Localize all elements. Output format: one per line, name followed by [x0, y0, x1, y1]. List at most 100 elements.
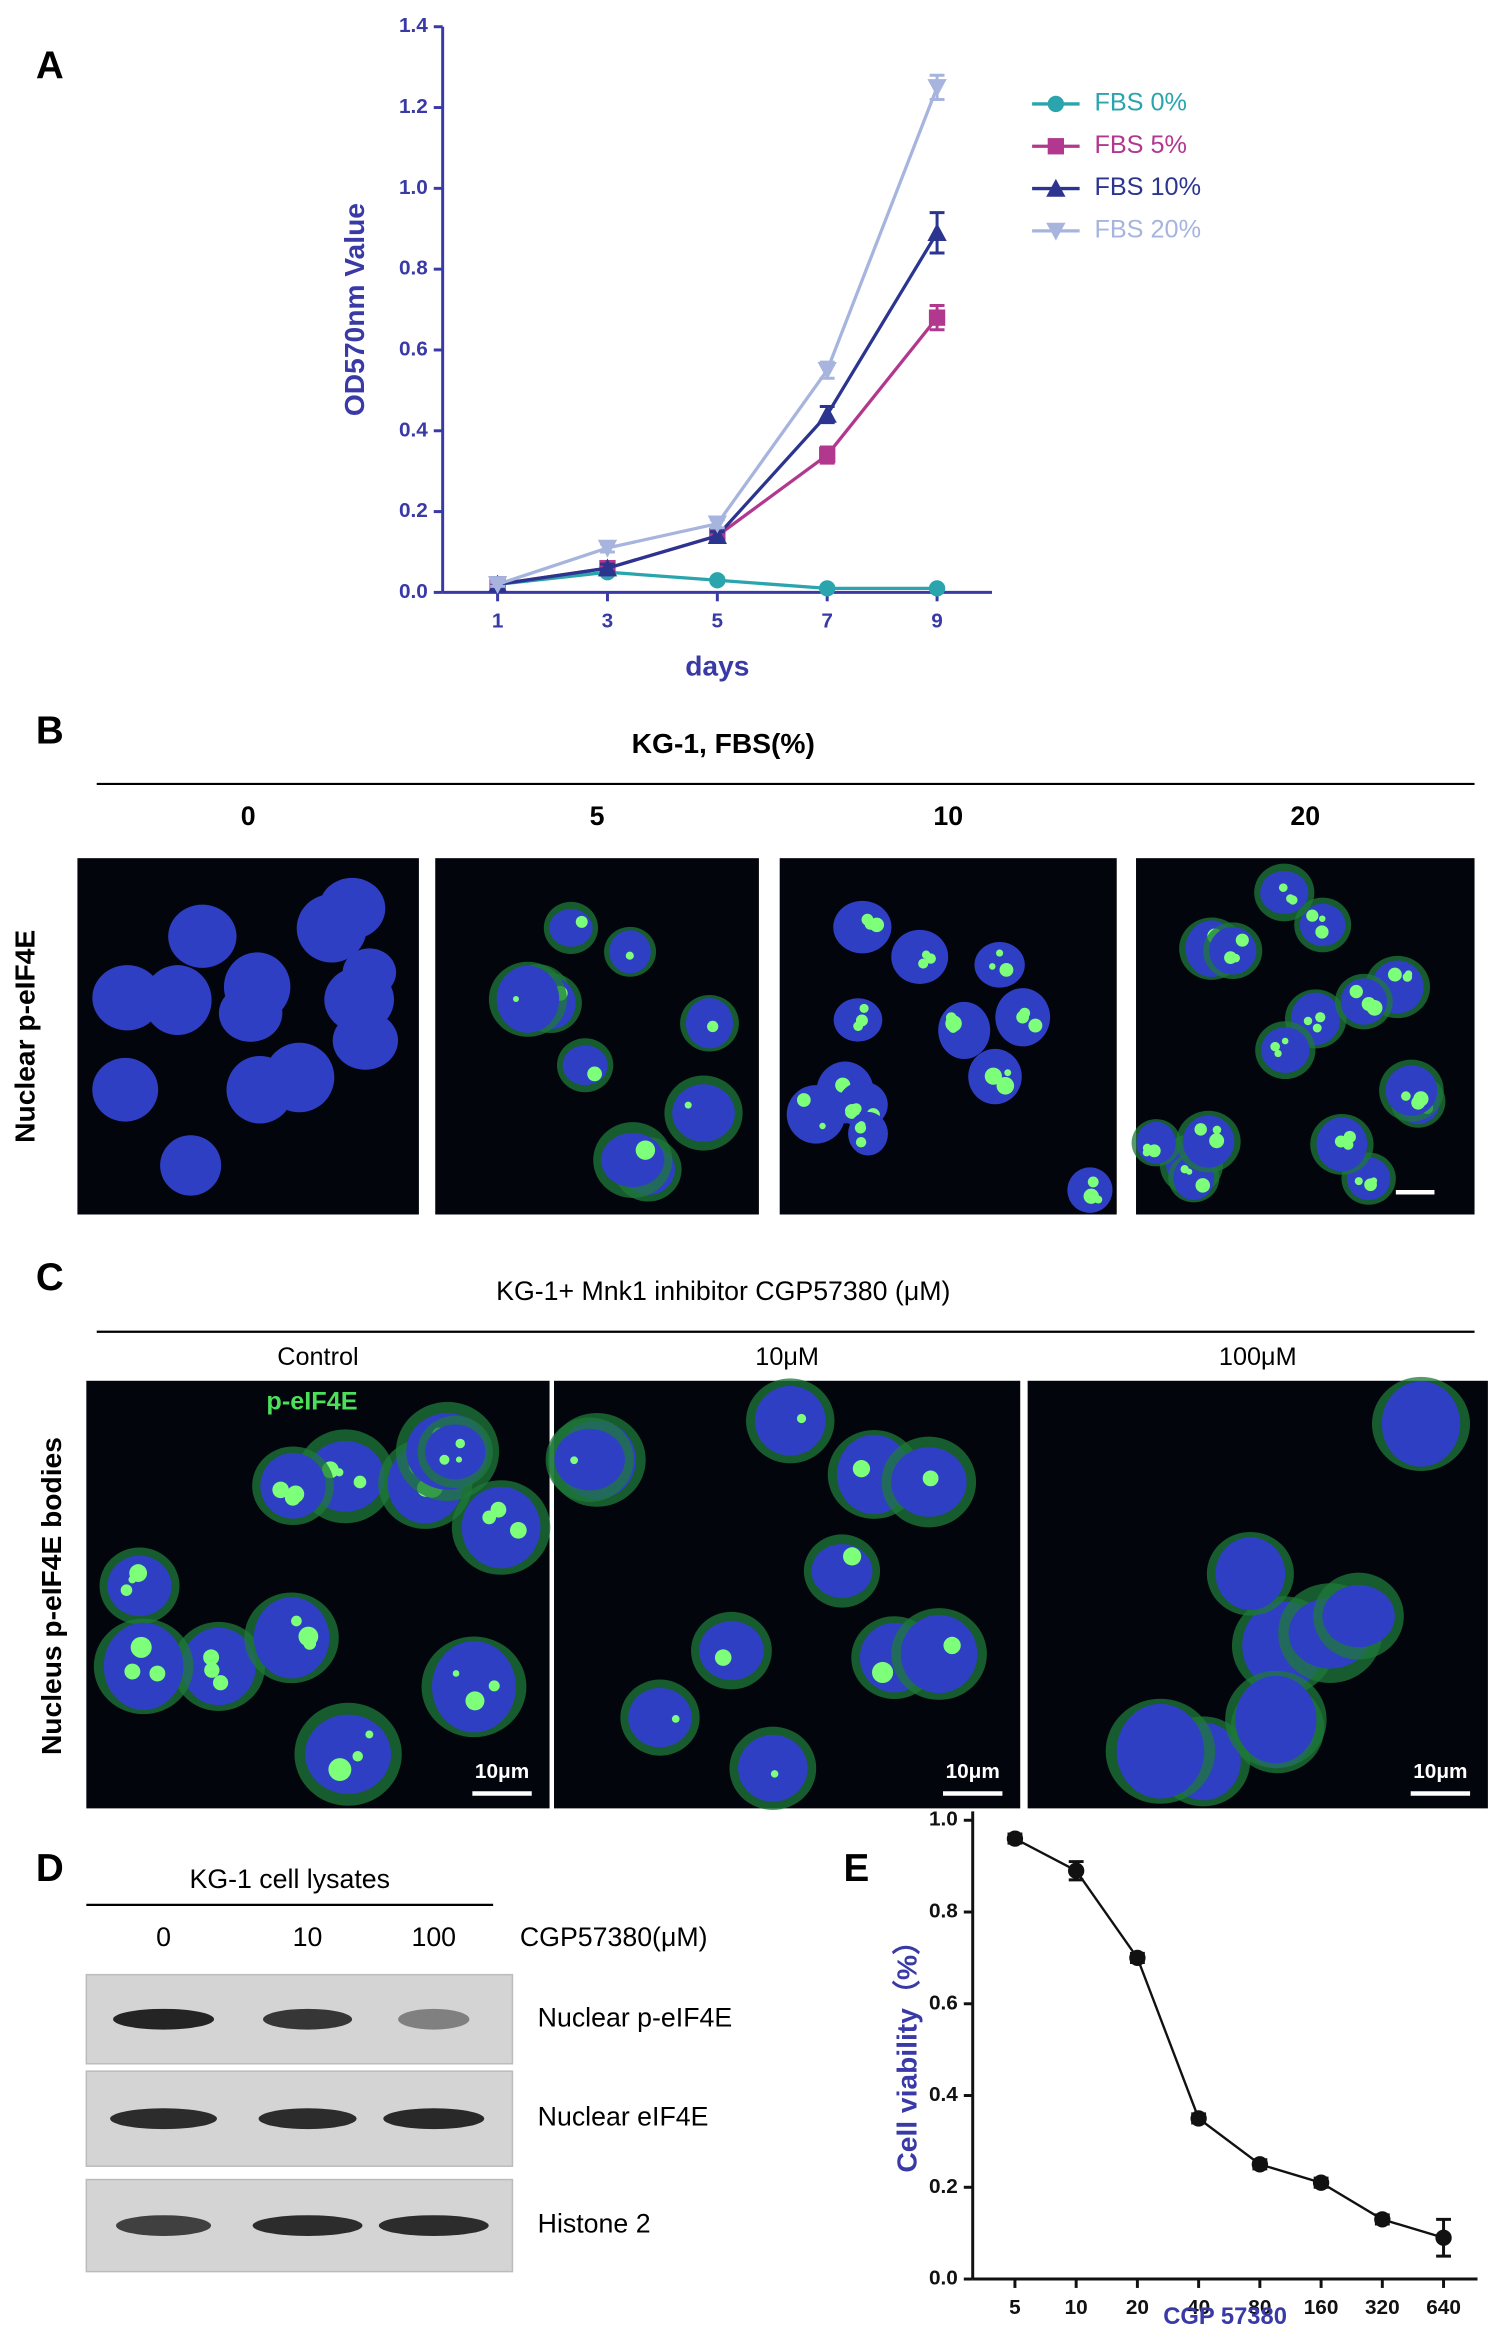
nuclear-body	[1212, 1125, 1222, 1135]
cell-nucleus	[92, 1057, 159, 1122]
nuclear-body	[570, 1456, 579, 1465]
data-point	[597, 539, 618, 558]
nuclear-body	[844, 1103, 860, 1119]
y-tick-label: 1.2	[399, 95, 428, 118]
blot-band	[258, 2108, 357, 2130]
y-tick-label: 0.0	[399, 580, 428, 603]
y-tick-label: 0.8	[929, 1899, 958, 1922]
data-point	[819, 580, 836, 597]
cell-nucleus	[425, 1424, 486, 1480]
legend-marker	[1047, 138, 1065, 155]
x-tick-label: 640	[1426, 2296, 1461, 2319]
scale-bar-label: 10μm	[1413, 1760, 1467, 1783]
nuclear-body	[1404, 970, 1413, 978]
cell-nucleus	[305, 1714, 392, 1794]
cell-nucleus	[900, 1615, 978, 1694]
legend-label: FBS 5%	[1094, 131, 1187, 159]
cell-nucleus	[107, 1555, 172, 1617]
cell-nucleus	[554, 1428, 625, 1491]
cell-nucleus	[1322, 1585, 1395, 1648]
cell-nucleus	[938, 1001, 991, 1060]
nuclear-body	[575, 915, 588, 928]
x-axis-label: days	[685, 650, 749, 682]
nuclear-body	[291, 1615, 302, 1627]
nuclear-body	[1361, 996, 1376, 1012]
nuclear-body	[707, 1020, 719, 1033]
series-line	[497, 86, 939, 586]
data-point	[597, 558, 618, 577]
nuclear-body	[853, 1021, 864, 1032]
nuclear-body	[796, 1413, 807, 1424]
data-point	[927, 79, 947, 97]
panel-title: KG-1+ Mnk1 inhibitor CGP57380 (μM)	[496, 1276, 950, 1306]
data-point	[1312, 2174, 1330, 2191]
nuclear-body	[1195, 1178, 1211, 1193]
blot-band	[263, 2008, 353, 2030]
nuclear-body	[921, 950, 931, 959]
cell-nucleus	[103, 1622, 184, 1710]
nuclear-body	[455, 1456, 463, 1463]
nuclear-body	[855, 1136, 867, 1148]
nuclear-body	[452, 1670, 460, 1677]
blot-band	[378, 2215, 489, 2236]
series-line	[1014, 1837, 1444, 2239]
cell-nucleus	[672, 1084, 735, 1142]
nuclear-body	[455, 1438, 466, 1449]
nuclear-body	[1349, 984, 1363, 999]
cell-nucleus	[974, 942, 1025, 988]
panel-label: C	[36, 1256, 64, 1299]
nuclear-body	[1147, 1144, 1161, 1158]
cell-nucleus	[332, 1011, 399, 1070]
nuclear-body	[1274, 1049, 1282, 1058]
x-tick-label: 1	[492, 610, 504, 633]
nuclear-body	[303, 1637, 317, 1650]
blot-row-label: Nuclear eIF4E	[538, 2102, 709, 2132]
nuclear-body	[490, 1501, 507, 1518]
cell-nucleus	[891, 929, 949, 984]
data-point	[817, 362, 837, 380]
nuclear-body	[328, 1758, 352, 1782]
nuclear-body	[1235, 933, 1249, 947]
scale-bar-label: 10μm	[946, 1760, 1000, 1783]
cell-nucleus	[601, 1132, 665, 1188]
panel-label: E	[844, 1847, 870, 1890]
nuclear-body	[1194, 1123, 1207, 1136]
y-axis-label: Cell viability（%）	[890, 1927, 922, 2173]
nuclear-body	[996, 949, 1004, 957]
y-tick-label: 1.4	[399, 14, 428, 37]
cell-nucleus	[1261, 1027, 1310, 1073]
nuclear-body	[989, 963, 996, 970]
nuclear-body	[1411, 1095, 1426, 1110]
cell-nucleus	[253, 1597, 330, 1679]
column-label: 0	[241, 801, 256, 831]
nuclear-body	[714, 1649, 732, 1666]
x-tick-label: 20	[1126, 2296, 1149, 2319]
data-point	[1190, 2110, 1207, 2127]
nuclear-body	[1224, 951, 1237, 965]
x-tick-label: 3	[602, 610, 614, 633]
cell-nucleus	[833, 900, 892, 954]
cell-nucleus	[264, 1042, 335, 1113]
blot-row-label: Histone 2	[538, 2209, 651, 2239]
y-tick-label: 0.4	[929, 2083, 958, 2106]
nuclear-body	[1087, 1176, 1099, 1188]
cell-nucleus	[461, 1486, 541, 1569]
cell-nucleus	[181, 1627, 256, 1706]
blot-band	[383, 2108, 485, 2130]
column-label: 20	[1290, 801, 1320, 831]
nuclear-body	[684, 1101, 692, 1109]
cell-nucleus	[92, 965, 162, 1031]
nuclear-body	[796, 1093, 811, 1107]
data-point	[1129, 1949, 1146, 1967]
nuclear-body	[212, 1675, 229, 1691]
data-point	[819, 446, 836, 464]
y-tick-label: 0.0	[929, 2267, 958, 2290]
blot-band	[110, 2108, 217, 2130]
blot-band	[113, 2008, 215, 2030]
lane-label: 10	[293, 1922, 323, 1952]
nuclear-body	[1270, 1041, 1280, 1052]
cell-nucleus	[160, 1135, 222, 1196]
x-tick-label: 9	[931, 610, 943, 633]
nuclear-body	[353, 1475, 367, 1489]
